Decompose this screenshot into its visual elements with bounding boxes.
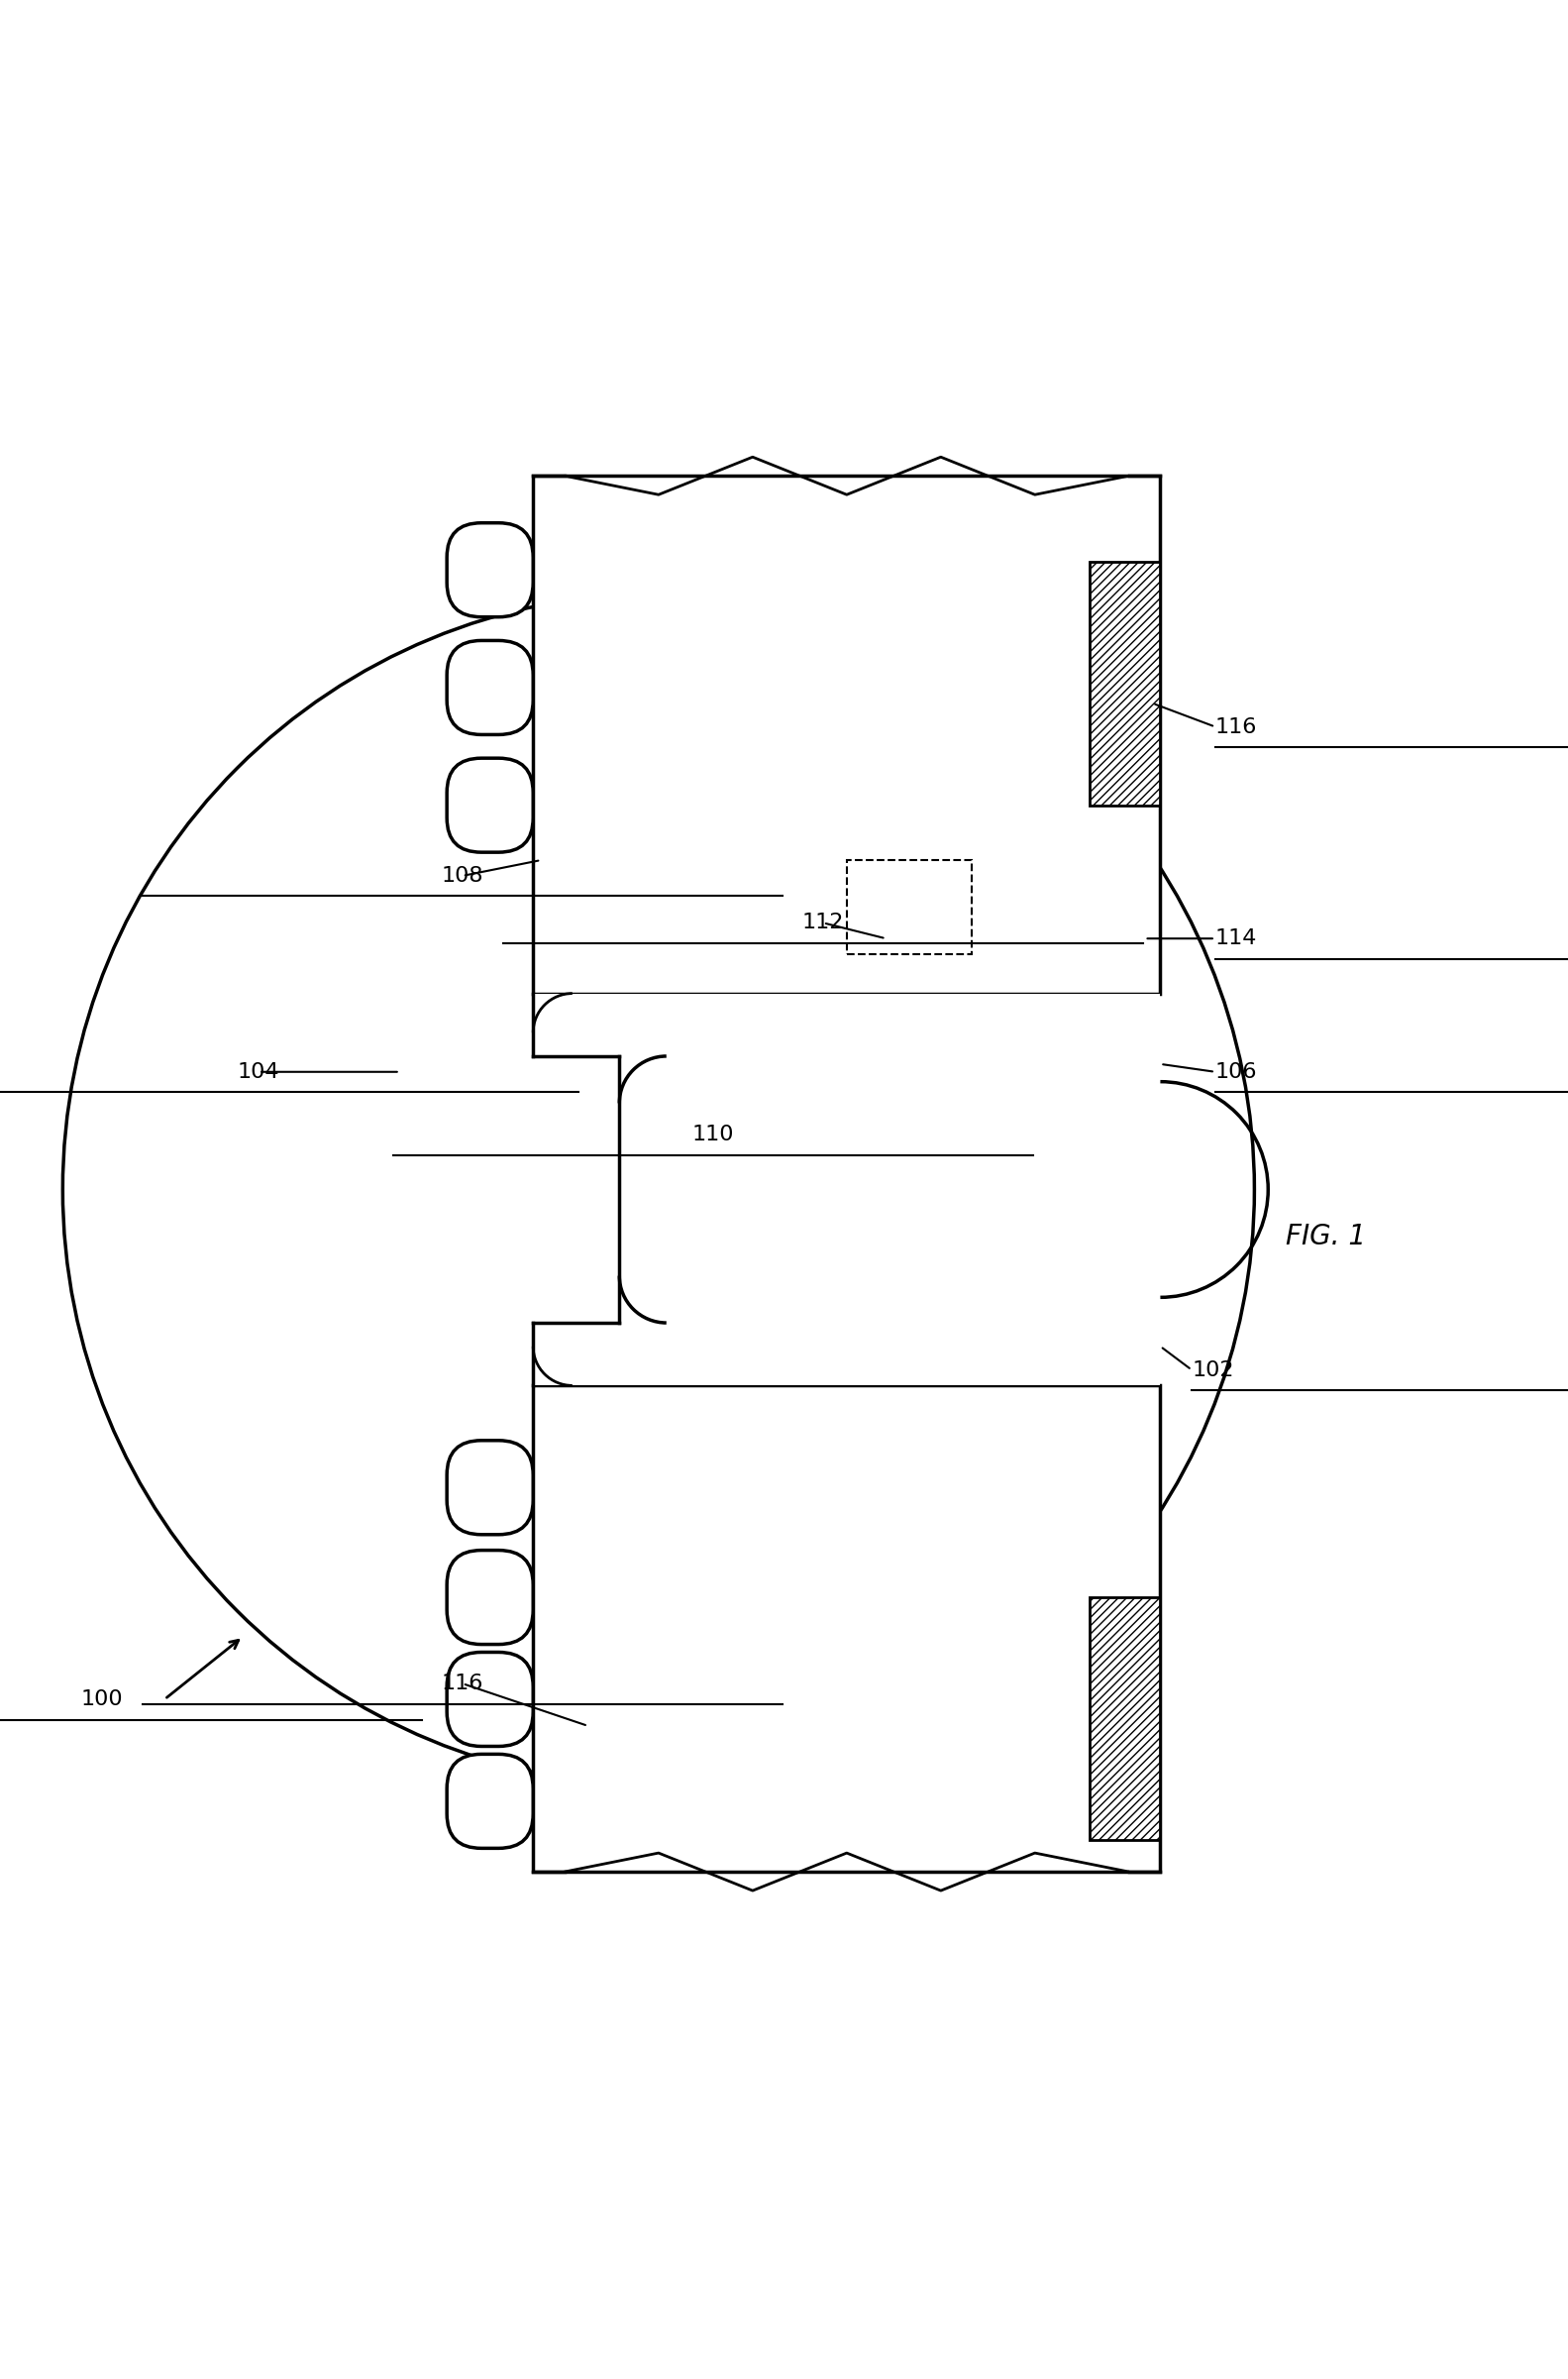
Bar [619,1056,1160,1323]
Text: 106: 106 [1215,1061,1258,1082]
Bar [533,994,1160,1056]
Text: 100: 100 [82,1689,122,1708]
Bar [533,1385,1160,1872]
Text: 112: 112 [803,914,844,933]
Bar [1090,1596,1160,1841]
Bar [1090,561,1160,804]
Bar [847,861,972,954]
Text: 102: 102 [1192,1361,1234,1380]
Text: FIG. 1: FIG. 1 [1286,1223,1366,1251]
Text: 116: 116 [1215,716,1258,737]
Text: 110: 110 [693,1125,734,1144]
FancyBboxPatch shape [447,523,533,616]
FancyBboxPatch shape [447,1651,533,1746]
FancyBboxPatch shape [447,759,533,852]
Text: 114: 114 [1215,928,1258,949]
FancyBboxPatch shape [447,1439,533,1534]
Text: 108: 108 [442,866,483,885]
Text: 116: 116 [442,1675,483,1694]
Bar [533,1323,1160,1385]
FancyBboxPatch shape [447,640,533,735]
Text: 104: 104 [238,1061,279,1082]
Bar [533,476,1160,994]
FancyBboxPatch shape [447,1753,533,1848]
FancyBboxPatch shape [447,1551,533,1644]
